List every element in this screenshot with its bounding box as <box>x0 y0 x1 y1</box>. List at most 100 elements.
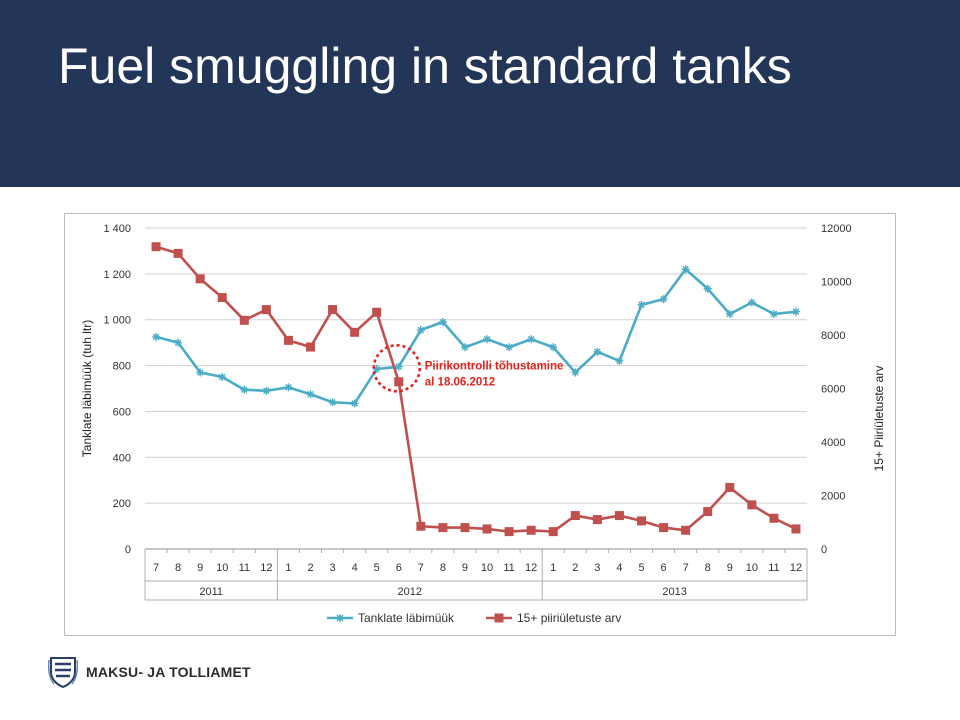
data-point-crossings <box>261 305 271 315</box>
x-tick-label: 12 <box>260 562 272 574</box>
org-name: MAKSU- JA TOLLIAMET <box>86 664 251 680</box>
data-point-sales <box>483 335 492 344</box>
data-point-sales <box>505 343 514 352</box>
x-tick-label: 8 <box>705 562 711 574</box>
legend-label-crossings: 15+ piiriületuste arv <box>517 611 621 625</box>
y-tick-label: 400 <box>113 452 131 464</box>
data-point-crossings <box>548 527 558 537</box>
data-point-crossings <box>460 523 470 533</box>
x-tick-label: 5 <box>638 562 644 574</box>
data-point-crossings <box>659 523 669 533</box>
data-point-crossings <box>328 305 338 315</box>
y-tick-label: 1 000 <box>103 315 131 327</box>
data-point-crossings <box>217 293 227 303</box>
data-point-crossings <box>747 500 757 510</box>
x-tick-label: 8 <box>440 562 446 574</box>
data-point-crossings <box>394 377 404 387</box>
data-point-sales <box>527 335 536 344</box>
y2-tick-label: 10000 <box>821 277 852 289</box>
data-point-crossings <box>350 327 360 337</box>
x-tick-label: 6 <box>661 562 667 574</box>
data-point-sales <box>769 309 778 318</box>
year-label: 2013 <box>662 586 686 598</box>
x-tick-label: 10 <box>481 562 493 574</box>
data-point-sales <box>218 373 227 382</box>
data-point-sales <box>615 356 624 365</box>
data-point-sales <box>593 347 602 356</box>
x-tick-label: 8 <box>175 562 181 574</box>
line-chart: 0 200 400 600 800 1 000 1 200 1 400 0 2000 4000 600… <box>80 223 886 625</box>
data-point-sales <box>372 365 381 374</box>
x-tick-label: 11 <box>503 562 514 574</box>
y2-tick-label: 6000 <box>821 384 845 396</box>
data-point-crossings <box>283 335 293 345</box>
data-point-sales <box>681 265 690 274</box>
x-tick-label: 9 <box>197 562 203 574</box>
annotation-circle <box>372 343 422 393</box>
data-point-crossings <box>769 513 779 523</box>
y-axis-title: Tanklate läbimüük (tuh ltr) <box>80 320 94 457</box>
data-point-crossings <box>372 307 382 317</box>
data-point-crossings <box>703 507 713 517</box>
data-point-crossings <box>438 523 448 533</box>
x-tick-label: 7 <box>153 562 159 574</box>
data-point-crossings <box>725 482 735 492</box>
y-tick-label: 1 200 <box>103 269 131 281</box>
x-tick-label: 9 <box>462 562 468 574</box>
data-point-sales <box>659 295 668 304</box>
x-tick-label: 2 <box>572 562 578 574</box>
data-point-crossings <box>482 524 492 534</box>
y-tick-label: 1 400 <box>103 223 131 235</box>
data-point-crossings <box>791 524 801 534</box>
title-bar: Fuel smuggling in standard tanks <box>0 0 960 187</box>
y2-tick-label: 4000 <box>821 437 845 449</box>
legend-label-sales: Tanklate läbimüük <box>358 611 455 625</box>
data-point-crossings <box>151 242 161 252</box>
data-point-sales <box>571 368 580 377</box>
data-point-sales <box>438 318 447 327</box>
x-tick-label: 5 <box>374 562 380 574</box>
data-point-sales <box>152 332 161 341</box>
x-tick-label: 2 <box>307 562 313 574</box>
data-point-crossings <box>306 342 315 352</box>
data-point-sales <box>791 307 800 316</box>
chart-frame: 0 200 400 600 800 1 000 1 200 1 400 0 2000 4000 600… <box>64 213 896 636</box>
data-point-sales <box>747 298 756 307</box>
data-point-crossings <box>614 511 624 521</box>
slide-title: Fuel smuggling in standard tanks <box>58 38 792 94</box>
data-point-sales <box>416 326 425 335</box>
data-point-sales <box>703 284 712 293</box>
data-point-sales <box>196 368 205 377</box>
x-tick-label: 3 <box>330 562 336 574</box>
legend-marker-crossings <box>494 613 504 623</box>
data-point-sales <box>725 309 734 318</box>
legend-marker-sales <box>336 614 344 622</box>
footer-logo: MAKSU- JA TOLLIAMET <box>48 656 251 688</box>
x-tick-label: 3 <box>594 562 600 574</box>
data-point-sales <box>262 386 271 395</box>
data-point-sales <box>284 383 293 392</box>
data-point-crossings <box>592 515 602 525</box>
annotation-line1: Piirikontrolli tõhustamine <box>425 360 564 372</box>
data-point-sales <box>240 385 249 394</box>
y2-tick-label: 0 <box>821 544 827 556</box>
data-point-sales <box>460 343 469 352</box>
y-tick-label: 200 <box>113 498 131 510</box>
x-tick-label: 10 <box>746 562 758 574</box>
y-tick-label: 0 <box>125 544 131 556</box>
data-point-crossings <box>570 511 580 521</box>
data-point-sales <box>328 398 337 407</box>
x-tick-label: 1 <box>285 562 291 574</box>
data-point-sales <box>306 390 315 399</box>
data-point-sales <box>394 362 403 371</box>
x-tick-label: 6 <box>396 562 402 574</box>
annotation-line2: al 18.06.2012 <box>425 376 495 388</box>
data-point-sales <box>549 343 558 352</box>
x-tick-label: 12 <box>790 562 802 574</box>
year-label: 2011 <box>199 586 223 598</box>
y-tick-label: 600 <box>113 406 131 418</box>
data-point-crossings <box>526 525 536 535</box>
x-tick-label: 7 <box>418 562 424 574</box>
y-tick-label: 800 <box>113 361 131 373</box>
y2-tick-label: 8000 <box>821 330 845 342</box>
